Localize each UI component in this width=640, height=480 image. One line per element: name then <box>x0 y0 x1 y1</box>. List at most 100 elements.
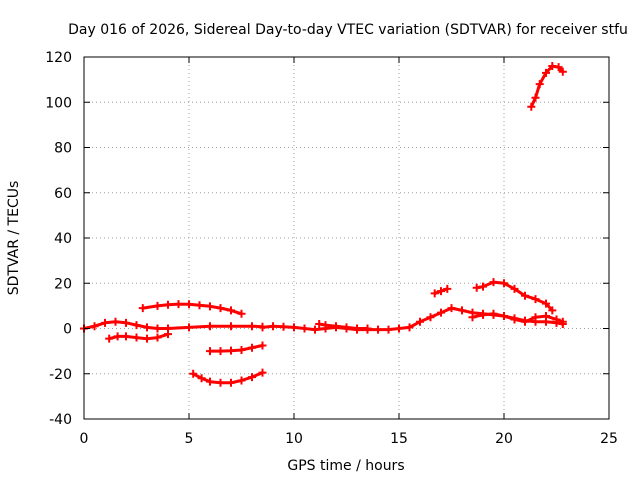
x-tick-label: 20 <box>495 431 513 447</box>
data-point <box>105 334 114 343</box>
data-point <box>227 346 235 355</box>
data-point <box>510 315 519 324</box>
data-point <box>416 317 424 326</box>
data-point <box>458 306 466 315</box>
data-point <box>500 279 508 288</box>
data-point <box>395 324 403 333</box>
data-point <box>521 291 529 300</box>
data-point <box>374 325 382 334</box>
data-point <box>258 323 267 332</box>
x-tick-label: 0 <box>80 431 89 447</box>
data-point <box>542 312 550 321</box>
data-point <box>437 287 445 296</box>
data-point <box>258 368 267 377</box>
y-axis-label: SDTVAR / TECUs <box>6 181 22 296</box>
data-point <box>552 315 561 324</box>
data-point <box>554 63 563 72</box>
chart-title: Day 016 of 2026, Sidereal Day-to-day VTE… <box>68 22 628 38</box>
data-point <box>237 309 246 318</box>
data-point <box>315 319 324 328</box>
data-point <box>430 289 439 298</box>
data-point <box>531 295 540 304</box>
data-point <box>164 330 172 339</box>
data-point <box>90 322 99 331</box>
data-point <box>447 304 456 313</box>
data-point <box>384 325 393 334</box>
data-point <box>479 282 487 291</box>
data-point <box>143 323 151 332</box>
data-point <box>489 278 498 287</box>
series-arc-5 <box>206 341 267 356</box>
y-tick-label: 40 <box>54 231 72 247</box>
data-point <box>189 369 198 378</box>
data-point <box>437 308 445 317</box>
data-point <box>216 347 225 356</box>
data-point <box>531 93 540 102</box>
data-point <box>206 322 214 331</box>
series-arc-2 <box>105 330 172 343</box>
data-point <box>143 334 151 343</box>
data-point <box>153 333 162 342</box>
y-tick-label: 60 <box>54 186 72 202</box>
data-point <box>472 283 481 292</box>
data-point <box>531 313 540 322</box>
data-point <box>153 301 162 310</box>
series-arc-6 <box>258 304 567 334</box>
y-tick-label: 80 <box>54 141 72 157</box>
data-point <box>248 322 256 331</box>
data-point <box>548 306 557 315</box>
data-point <box>290 323 298 332</box>
data-point <box>269 322 277 331</box>
series-arc-7 <box>315 319 372 333</box>
y-tick-label: 100 <box>45 95 72 111</box>
data-point <box>195 301 204 310</box>
data-point <box>132 333 141 342</box>
x-axis-label: GPS time / hours <box>287 458 404 474</box>
data-point <box>227 306 235 315</box>
grid-layer <box>84 57 609 419</box>
data-point <box>342 323 351 332</box>
series-line <box>82 320 264 330</box>
x-tick-label: 25 <box>600 431 618 447</box>
data-point <box>174 300 183 309</box>
data-point <box>558 317 567 326</box>
plot-frame <box>83 56 610 420</box>
data-point <box>535 80 544 89</box>
y-tick-label: 120 <box>45 50 72 66</box>
data-point <box>185 323 193 332</box>
data-point <box>132 321 141 330</box>
data-point <box>248 373 256 382</box>
data-point <box>527 102 536 111</box>
data-point <box>279 322 288 331</box>
data-point <box>185 300 193 309</box>
data-point <box>542 68 550 77</box>
data-point <box>258 341 267 350</box>
y-tick-label: -40 <box>49 412 72 428</box>
series-arc-4 <box>189 368 267 387</box>
series-line <box>141 302 243 316</box>
series-arc-3 <box>138 300 246 318</box>
x-tick-label: 5 <box>185 431 194 447</box>
data-point <box>164 300 172 309</box>
data-point <box>405 323 414 332</box>
data-point <box>558 67 567 76</box>
data-point <box>206 302 214 311</box>
data-point <box>206 347 214 356</box>
data-point <box>542 299 550 308</box>
x-tick-label: 10 <box>285 431 303 447</box>
data-point <box>227 378 235 387</box>
series-arc-10 <box>472 278 557 315</box>
data-point <box>206 377 214 386</box>
data-point <box>216 304 225 313</box>
data-point <box>479 310 487 319</box>
y-tick-label: 0 <box>63 322 72 338</box>
data-point <box>321 321 330 330</box>
series-arc-11 <box>527 62 567 111</box>
data-point <box>248 343 256 352</box>
series-layer <box>80 62 567 387</box>
y-tick-label: -20 <box>49 367 72 383</box>
y-tick-label: 20 <box>54 276 72 292</box>
data-point <box>363 324 372 333</box>
data-point <box>311 325 319 334</box>
